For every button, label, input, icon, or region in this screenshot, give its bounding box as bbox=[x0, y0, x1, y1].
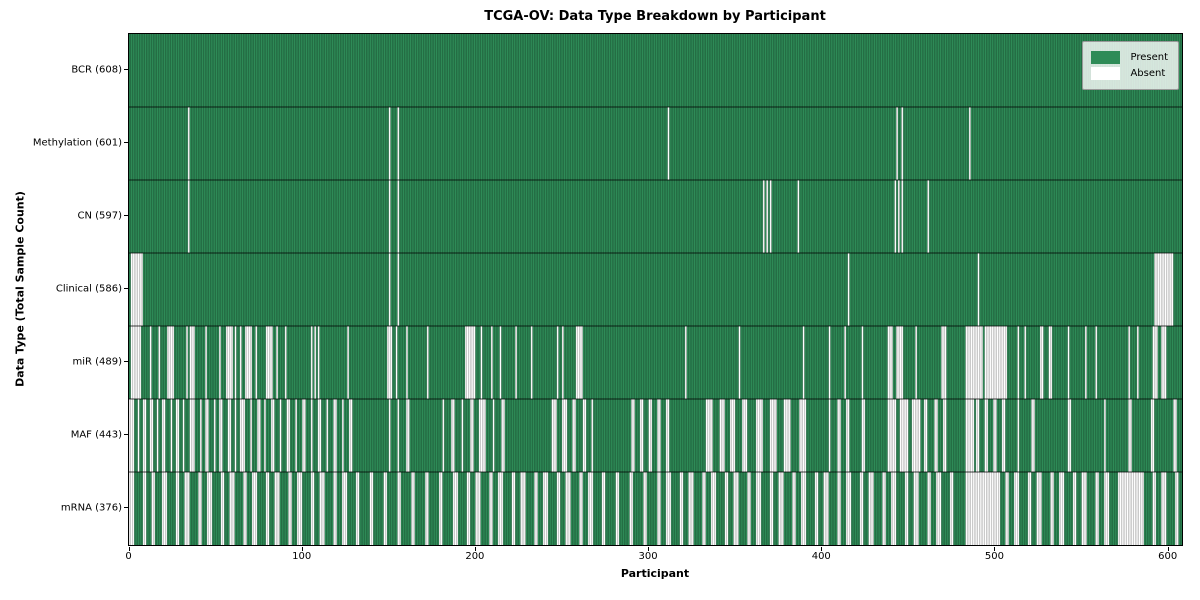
x-tick-mark bbox=[301, 547, 303, 551]
legend-label-present: Present bbox=[1130, 52, 1168, 63]
heatmap-canvas bbox=[129, 34, 1182, 545]
y-tick-mark bbox=[124, 288, 128, 289]
legend-label-absent: Absent bbox=[1130, 68, 1166, 79]
x-tick-mark bbox=[128, 547, 130, 551]
x-tick-label: 200 bbox=[465, 551, 485, 562]
x-tick-label: 100 bbox=[292, 551, 312, 562]
x-tick-mark bbox=[648, 547, 650, 551]
plot-area: Present Absent bbox=[128, 33, 1183, 546]
present-swatch-icon bbox=[1091, 51, 1121, 64]
x-tick-label: 300 bbox=[638, 551, 658, 562]
x-tick-mark bbox=[994, 547, 996, 551]
legend: Present Absent bbox=[1082, 41, 1179, 90]
legend-entry-absent: Absent bbox=[1091, 67, 1168, 80]
y-tick-label: mRNA (376) bbox=[60, 502, 122, 513]
absent-swatch-icon bbox=[1091, 67, 1121, 80]
x-tick-label: 400 bbox=[811, 551, 831, 562]
y-tick-mark bbox=[124, 434, 128, 435]
x-tick-mark bbox=[821, 547, 823, 551]
y-tick-mark bbox=[124, 361, 128, 362]
y-tick-label: BCR (608) bbox=[71, 64, 122, 75]
x-tick-label: 500 bbox=[984, 551, 1004, 562]
y-tick-mark bbox=[124, 69, 128, 70]
x-axis-label: Participant bbox=[620, 567, 690, 580]
y-tick-label: Clinical (586) bbox=[55, 283, 122, 294]
x-tick-mark bbox=[1167, 547, 1169, 551]
x-tick-label: 0 bbox=[125, 551, 132, 562]
x-tick-mark bbox=[474, 547, 476, 551]
legend-entry-present: Present bbox=[1091, 51, 1168, 64]
y-tick-label: CN (597) bbox=[77, 210, 122, 221]
y-tick-mark bbox=[124, 507, 128, 508]
y-tick-mark bbox=[124, 142, 128, 143]
y-tick-label: Methylation (601) bbox=[32, 137, 122, 148]
chart-title: TCGA-OV: Data Type Breakdown by Particip… bbox=[484, 9, 826, 24]
x-tick-label: 600 bbox=[1158, 551, 1178, 562]
y-tick-mark bbox=[124, 215, 128, 216]
y-tick-label: MAF (443) bbox=[70, 429, 122, 440]
y-tick-label: miR (489) bbox=[72, 356, 122, 367]
